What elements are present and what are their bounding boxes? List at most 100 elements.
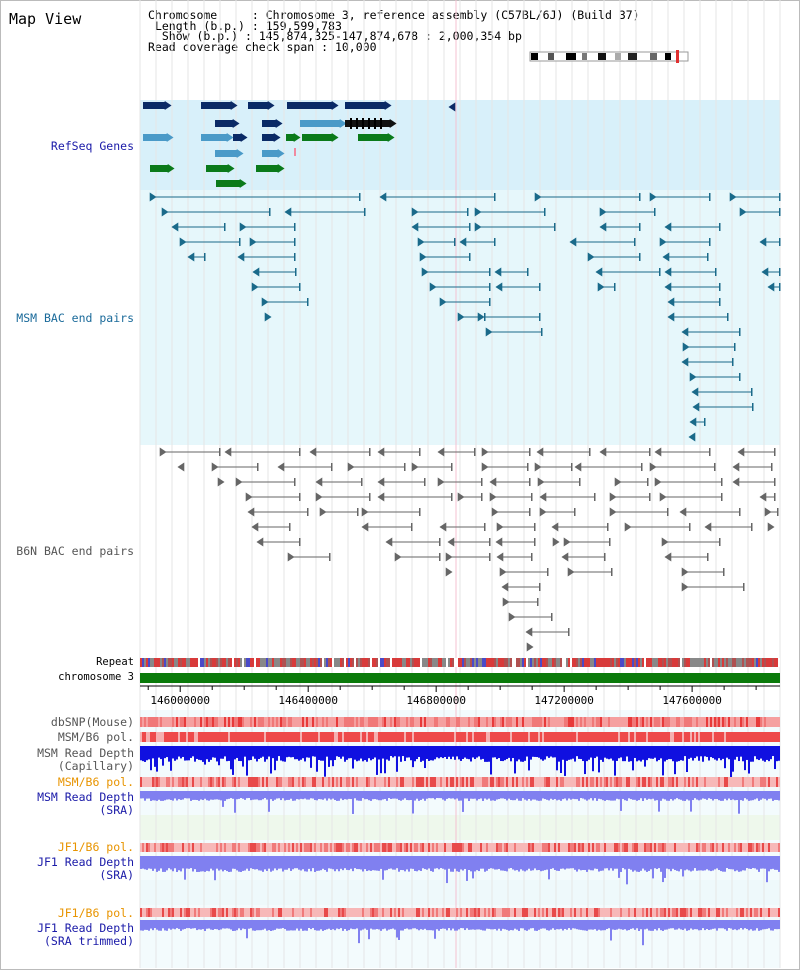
msm-capillary-depth-bar: [434, 746, 436, 760]
msm-capillary-depth-bar: [160, 746, 162, 760]
jf1-sra-trimmed-depth-bar: [410, 920, 412, 930]
b6n-bac-end-tick: [489, 553, 491, 561]
msm-b6-polymorphism-cell: [722, 777, 724, 787]
msm-b6-polymorphism-cell: [422, 777, 424, 787]
jf1-b6-polymorphism-cell: [710, 908, 712, 917]
dbsnp-density-cell: [386, 717, 388, 727]
gene-exon: [350, 118, 352, 129]
msm-b6-polymorphism-cell: [604, 777, 606, 787]
msm-b6-polymorphism-cell: [590, 777, 592, 787]
jf1-b6-polymorphism-cell: [646, 908, 648, 917]
msm-sra-depth-bar: [416, 791, 418, 799]
repeat-element: [580, 658, 582, 667]
jf1-b6-polymorphism-cell: [288, 843, 290, 852]
msm-b6-polymorphism-cell: [732, 732, 734, 742]
repeat-element: [312, 658, 314, 667]
jf1-b6-polymorphism-cell: [738, 908, 740, 917]
dbsnp-density-cell: [698, 717, 700, 727]
jf1-sra-depth-bar: [288, 856, 290, 869]
repeat-element: [726, 658, 728, 667]
dbsnp-density-cell: [686, 717, 688, 727]
msm-b6-polymorphism-cell: [532, 777, 534, 787]
dbsnp-density-cell: [316, 717, 318, 727]
b6n-bac-end: [574, 462, 582, 472]
jf1-sra-depth-bar: [364, 856, 366, 870]
msm-b6-polymorphism-cell: [174, 777, 176, 787]
jf1-b6-polymorphism-cell: [674, 843, 676, 852]
msm-sra-depth-bar: [748, 791, 750, 801]
msm-sra-depth-bar: [626, 791, 628, 801]
jf1-sra-depth-bar: [224, 856, 226, 871]
msm-sra-depth-bar: [638, 791, 640, 801]
jf1-sra-depth-bar: [766, 856, 768, 883]
repeat-element: [604, 658, 606, 667]
msm-b6-polymorphism-cell: [670, 732, 672, 742]
jf1-sra-depth-bar: [638, 856, 640, 872]
dbsnp-density-cell: [582, 717, 584, 727]
msm-b6-polymorphism-cell: [216, 732, 218, 742]
msm-capillary-depth-bar: [586, 746, 588, 762]
jf1-sra-depth-bar: [268, 856, 270, 869]
b6n-bac-end: [496, 552, 504, 562]
dbsnp-density-cell: [242, 717, 244, 727]
repeat-element: [444, 658, 446, 667]
jf1-b6-polymorphism-cell: [428, 908, 430, 917]
dbsnp-density-cell: [368, 717, 370, 727]
repeat-element: [556, 658, 558, 667]
jf1-b6-polymorphism-cell: [562, 843, 564, 852]
msm-b6-polymorphism-cell: [444, 732, 446, 742]
jf1-b6-polymorphism-cell: [262, 908, 264, 917]
msm-capillary-depth-bar: [730, 746, 732, 777]
jf1-b6-polymorphism-cell: [738, 843, 740, 852]
msm-capillary-depth-bar: [396, 746, 398, 772]
jf1-sra-trimmed-depth-bar: [722, 920, 724, 929]
jf1-b6-polymorphism-cell: [454, 908, 456, 917]
msm-capillary-depth-bar: [774, 746, 776, 770]
msm-bac-end-tick: [364, 208, 366, 216]
msm-sra-depth-bar: [218, 791, 220, 800]
jf1-b6-polymorphism-cell: [642, 908, 644, 917]
b6n-bac-end: [732, 462, 740, 472]
jf1-b6-polymorphism-cell: [540, 908, 542, 917]
dbsnp-density-cell: [680, 717, 682, 727]
b6n-bac-end: [251, 522, 259, 532]
b6n-bac-end-tick: [294, 478, 296, 486]
repeat-element: [234, 658, 236, 667]
dbsnp-density-cell: [714, 717, 716, 727]
b6n-bac-end-tick: [529, 478, 531, 486]
msm-b6-polymorphism-cell: [730, 777, 732, 787]
jf1-sra-depth-bar: [528, 856, 530, 869]
msm-bac-end-tick: [554, 223, 556, 231]
b6n-bac-end: [177, 462, 185, 472]
msm-b6-polymorphism-cell: [178, 732, 180, 742]
jf1-sra-depth-bar: [746, 856, 748, 869]
msm-sra-depth-bar: [658, 791, 660, 812]
msm-capillary-depth-bar: [770, 746, 772, 760]
msm-sra-depth-bar: [774, 791, 776, 800]
jf1-sra-depth-bar: [768, 856, 770, 872]
jf1-sra-depth-bar: [412, 856, 414, 869]
b6n-bac-end-tick: [571, 463, 573, 471]
msm-capillary-depth-bar: [316, 746, 318, 772]
dbsnp-density-cell: [566, 717, 568, 727]
refseq-small-feature: [294, 148, 296, 156]
msm-bac-end: [595, 267, 603, 277]
msm-bac-end: [485, 327, 493, 337]
jf1-sra-trimmed-depth-bar: [242, 920, 244, 929]
jf1-sra-depth-bar: [742, 856, 744, 871]
jf1-sra-depth-bar: [176, 856, 178, 872]
msm-sra-depth-bar: [266, 791, 268, 800]
jf1-b6-polymorphism-cell: [280, 908, 282, 917]
jf1-sra-trimmed-depth-bar: [370, 920, 372, 929]
jf1-b6-polymorphism-cell: [628, 908, 630, 917]
jf1-sra-depth-bar: [450, 856, 452, 872]
msm-b6-polymorphism-cell: [646, 777, 648, 787]
jf1-b6-polymorphism-cell: [200, 843, 202, 852]
msm-b6-polymorphism-cell: [430, 732, 432, 742]
jf1-sra-trimmed-depth-bar: [356, 920, 358, 929]
jf1-sra-trimmed-depth-bar: [390, 920, 392, 930]
msm-sra-depth-bar: [158, 791, 160, 800]
jf1-b6-polymorphism-cell: [518, 843, 520, 852]
repeat-element: [576, 658, 578, 667]
